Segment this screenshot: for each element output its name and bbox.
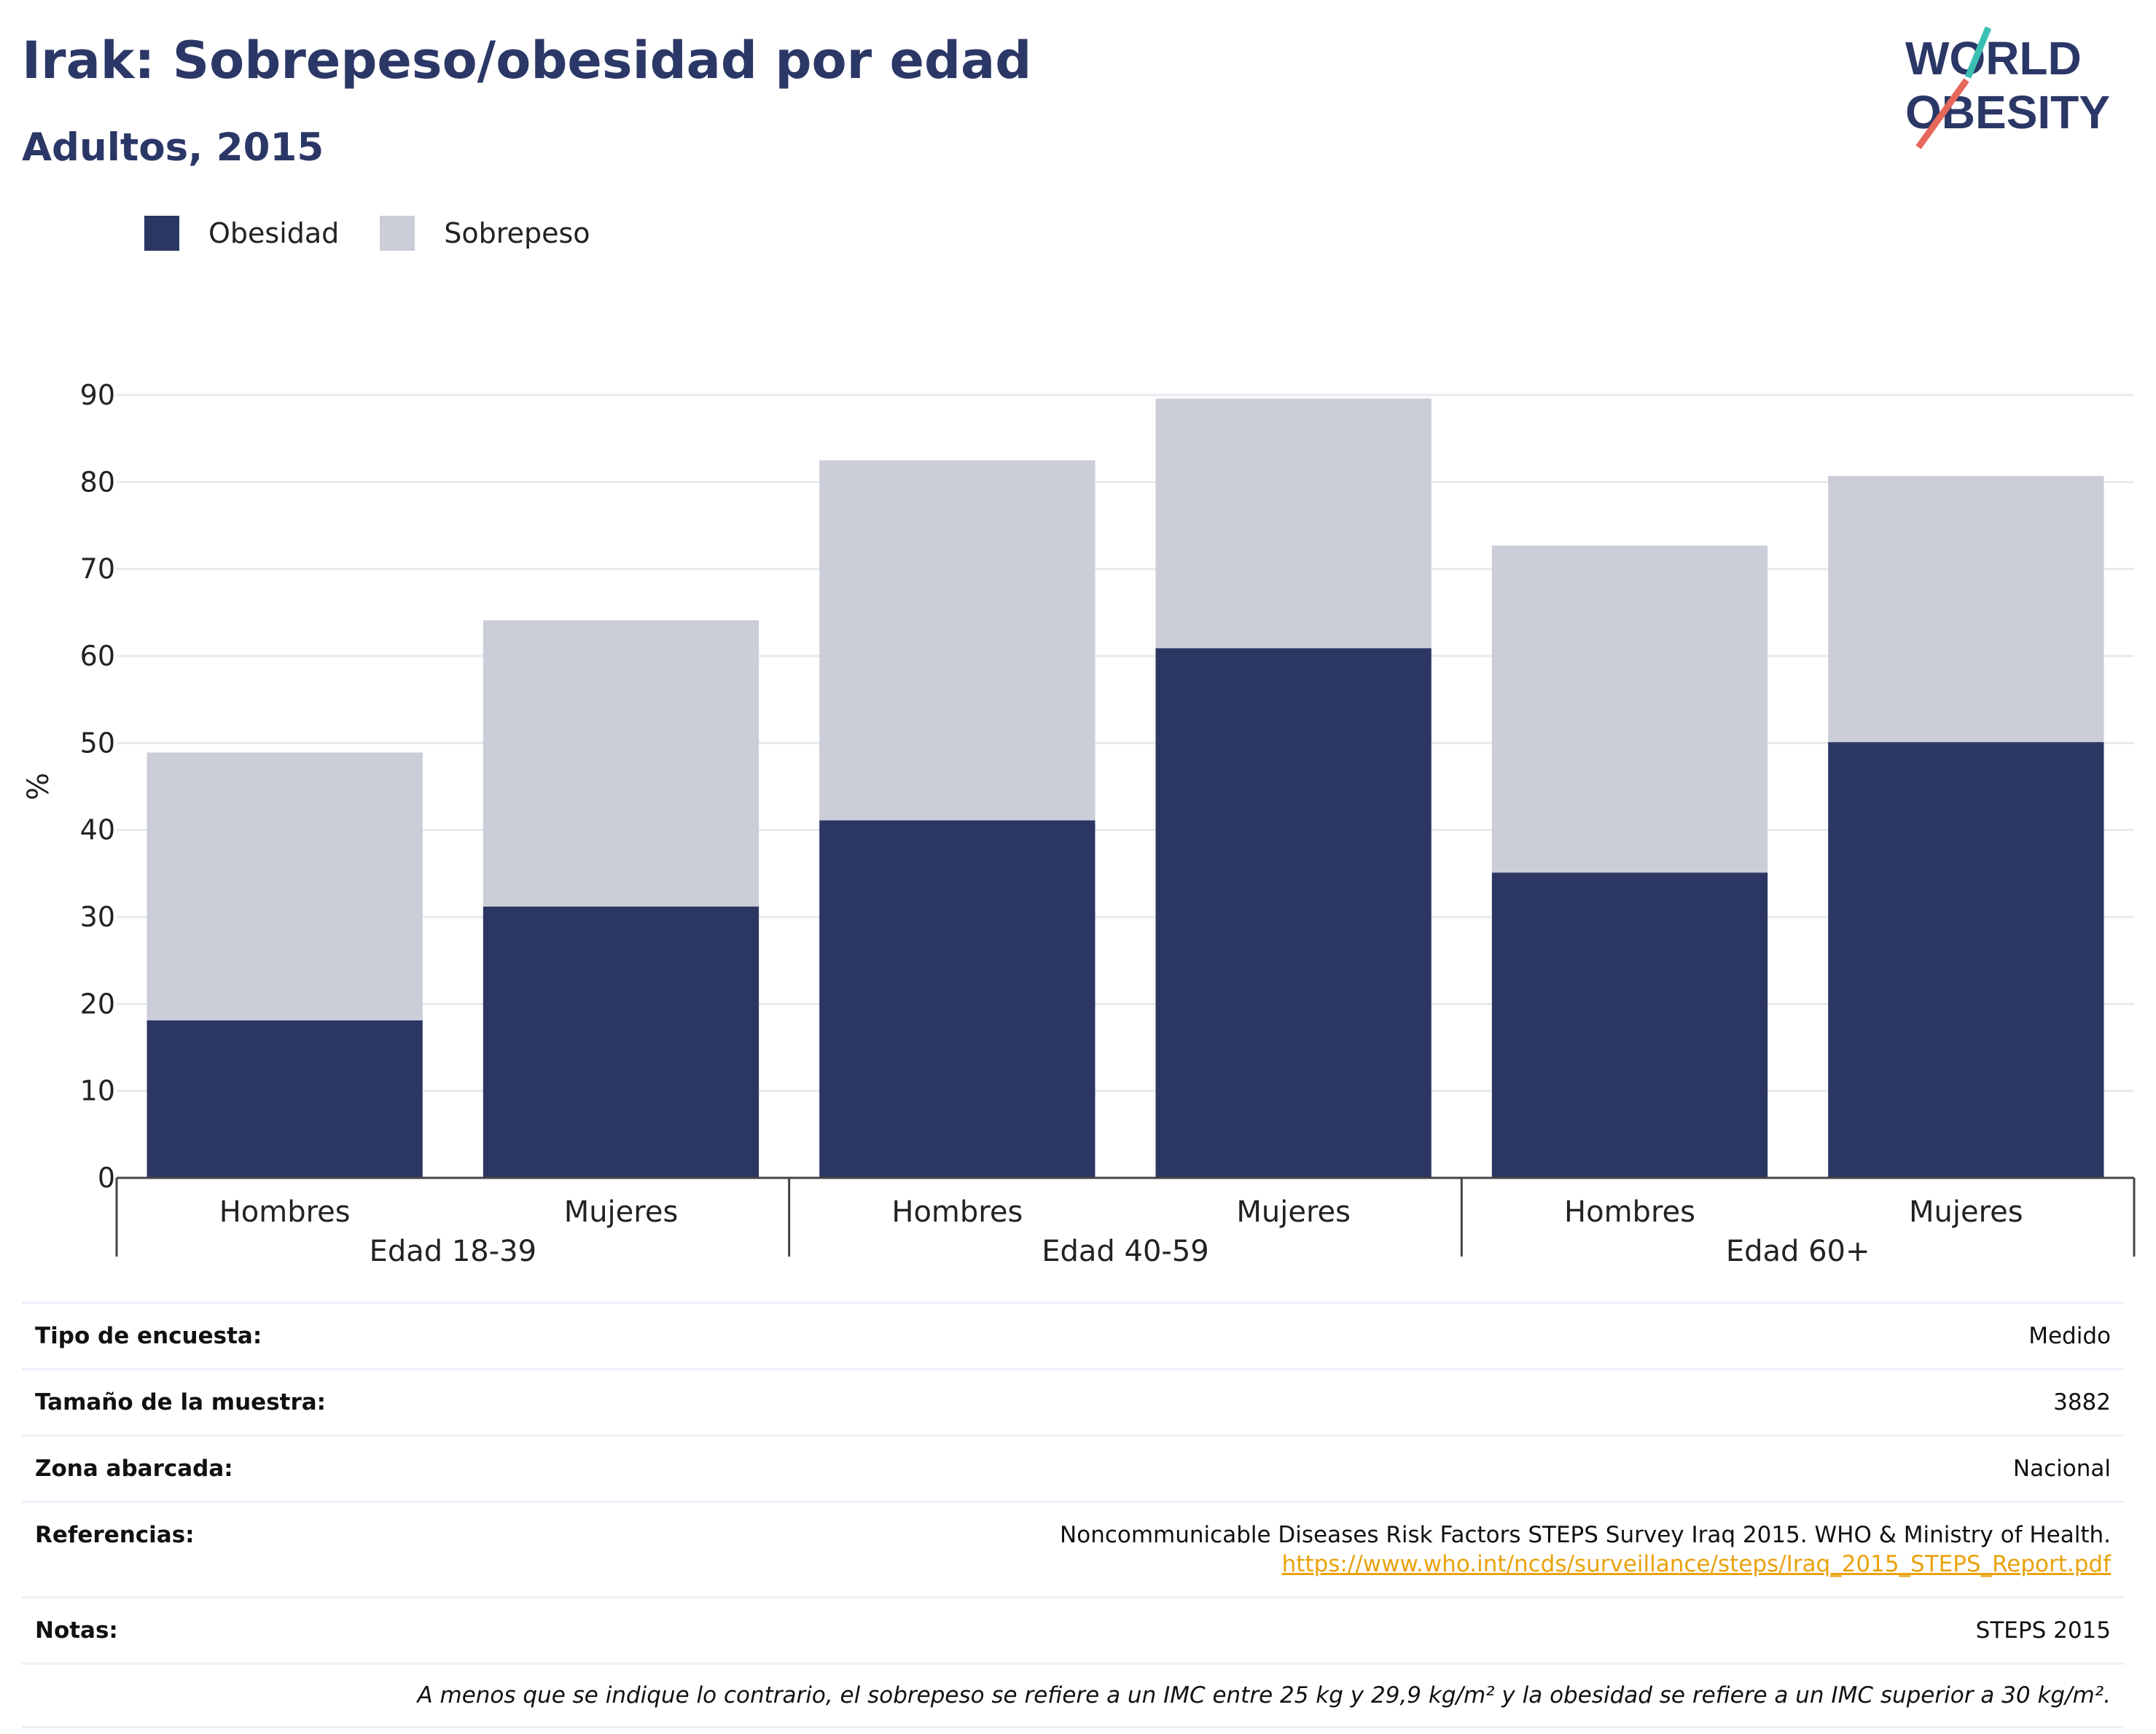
- reference-text: Noncommunicable Diseases Risk Factors ST…: [1060, 1522, 2111, 1548]
- x-tick-label: Hombres: [891, 1195, 1023, 1229]
- bar-obesidad: [1491, 872, 1768, 1178]
- legend-item-sobrepeso[interactable]: Sobrepeso: [380, 216, 590, 251]
- chart-subtitle: Adultos, 2015: [22, 125, 324, 170]
- x-tick-label: Mujeres: [564, 1195, 679, 1229]
- y-tick-label: 60: [80, 640, 115, 672]
- x-tick-label: Mujeres: [1909, 1195, 2023, 1229]
- info-row-survey-type: Tipo de encuesta: Medido: [22, 1304, 2124, 1370]
- info-value-notes: STEPS 2015: [1975, 1617, 2111, 1644]
- legend-swatch-sobrepeso: [380, 216, 415, 251]
- x-tick-label: Hombres: [219, 1195, 351, 1229]
- x-group-label: Edad 60+: [1726, 1235, 1870, 1268]
- bar-sobrepeso: [819, 460, 1095, 821]
- legend-label-sobrepeso: Sobrepeso: [444, 217, 590, 249]
- x-tick-label: Mujeres: [1236, 1195, 1351, 1229]
- info-key-sample-size: Tamaño de la muestra:: [35, 1389, 327, 1415]
- y-tick-label: 0: [98, 1162, 115, 1194]
- info-value-coverage: Nacional: [2012, 1456, 2111, 1482]
- footnote: A menos que se indique lo contrario, el …: [22, 1665, 2124, 1728]
- bar-sobrepeso: [147, 752, 423, 1021]
- bar-obesidad: [1828, 742, 2104, 1178]
- y-tick-label: 50: [80, 727, 115, 759]
- info-key-references: Referencias:: [35, 1522, 195, 1548]
- chart-title: Irak: Sobrepeso/obesidad por edad: [22, 31, 1032, 90]
- info-row-references: Referencias: Noncommunicable Diseases Ri…: [22, 1503, 2124, 1598]
- bar-sobrepeso: [1828, 475, 2104, 743]
- info-key-notes: Notas:: [35, 1617, 118, 1644]
- bar-obesidad: [819, 820, 1095, 1178]
- info-row-notes: Notas: STEPS 2015: [22, 1598, 2124, 1665]
- y-tick-label: 40: [80, 814, 115, 846]
- reference-link[interactable]: https://www.who.int/ncds/surveillance/st…: [1281, 1551, 2111, 1577]
- y-tick-label: 80: [80, 466, 115, 498]
- y-tick-label: 70: [80, 553, 115, 585]
- info-value-sample-size: 3882: [2053, 1389, 2111, 1415]
- x-group-label: Edad 18-39: [370, 1235, 537, 1268]
- bar-obesidad: [1155, 648, 1432, 1178]
- survey-info-table: Tipo de encuesta: Medido Tamaño de la mu…: [22, 1302, 2124, 1728]
- info-value-references: Noncommunicable Diseases Risk Factors ST…: [1060, 1520, 2111, 1579]
- bar-chart: 0 10 20 30 40 50 60 70 80 90% Hombres Mujeres Hombre…: [22, 379, 2136, 1268]
- legend-label-obesidad: Obesidad: [208, 217, 340, 249]
- info-row-sample-size: Tamaño de la muestra: 3882: [22, 1370, 2124, 1437]
- info-key-coverage: Zona abarcada:: [35, 1456, 233, 1482]
- x-tick-label: Hombres: [1564, 1195, 1695, 1229]
- legend-swatch-obesidad: [144, 216, 179, 251]
- chart-legend: Obesidad Sobrepeso: [144, 216, 631, 251]
- y-tick-label: 20: [80, 988, 115, 1020]
- logo-text-obesity: OBESITY: [1905, 86, 2110, 138]
- bar-sobrepeso: [1155, 398, 1432, 649]
- x-group-label: Edad 40-59: [1042, 1235, 1209, 1268]
- y-axis-label: %: [22, 773, 55, 800]
- bar-sobrepeso: [1491, 545, 1768, 873]
- y-tick-label: 30: [80, 901, 115, 933]
- logo-text-world: WORLD: [1905, 32, 2082, 85]
- info-value-survey-type: Medido: [2028, 1323, 2111, 1349]
- info-key-survey-type: Tipo de encuesta:: [35, 1323, 262, 1349]
- info-row-coverage: Zona abarcada: Nacional: [22, 1437, 2124, 1503]
- world-obesity-logo: WORLD OBESITY: [1905, 26, 2110, 149]
- legend-item-obesidad[interactable]: Obesidad: [144, 216, 339, 251]
- bar-obesidad: [147, 1020, 423, 1178]
- bar-sobrepeso: [483, 620, 759, 907]
- y-tick-label: 90: [80, 379, 115, 411]
- y-tick-label: 10: [80, 1075, 115, 1107]
- bar-obesidad: [483, 906, 759, 1178]
